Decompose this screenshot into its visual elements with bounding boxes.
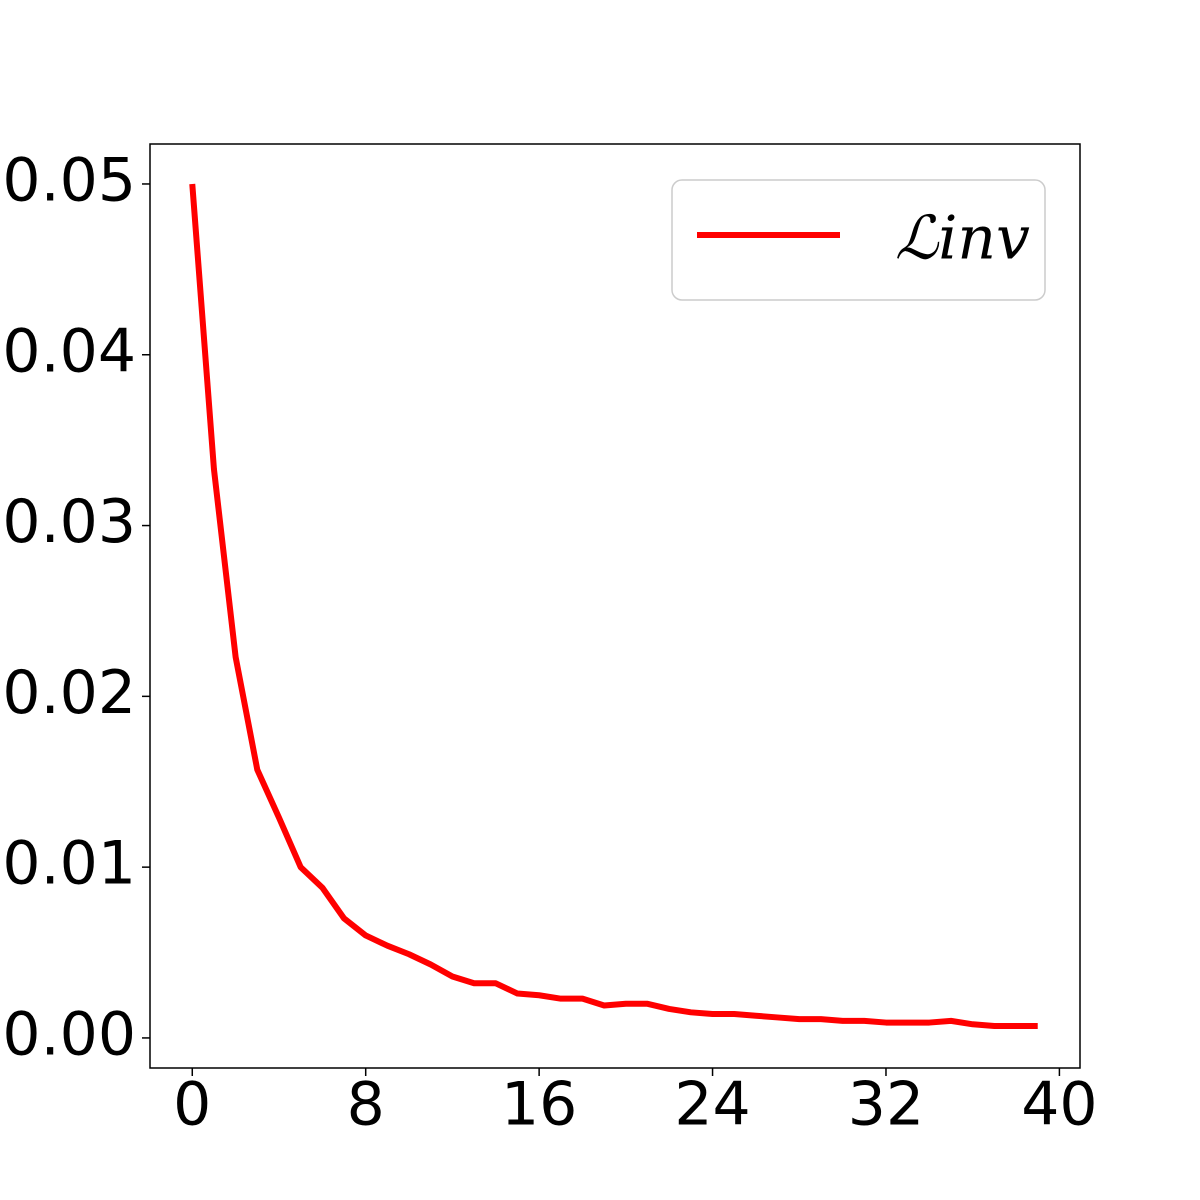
x-tick-label: 32 [848, 1070, 924, 1140]
legend-box [671, 179, 1046, 301]
plot-frame [149, 143, 1081, 1069]
legend-label: ℒinv [895, 204, 1030, 274]
line [189, 183, 1038, 1029]
y-tick-label: 0.04 [2, 316, 136, 386]
y-tick-label: 0.03 [2, 487, 136, 557]
x-tick-label: 0 [173, 1070, 211, 1140]
x-tick-label: 8 [347, 1070, 385, 1140]
x-tick-label: 24 [674, 1070, 750, 1140]
y-tick-label: 0.02 [2, 658, 136, 728]
x-tick-label: 40 [1021, 1070, 1097, 1140]
y-tick-label: 0.05 [2, 146, 136, 216]
x-tick-label: 16 [501, 1070, 577, 1140]
y-tick-label: 0.01 [2, 829, 136, 899]
y-tick-label: 0.00 [2, 1000, 136, 1070]
